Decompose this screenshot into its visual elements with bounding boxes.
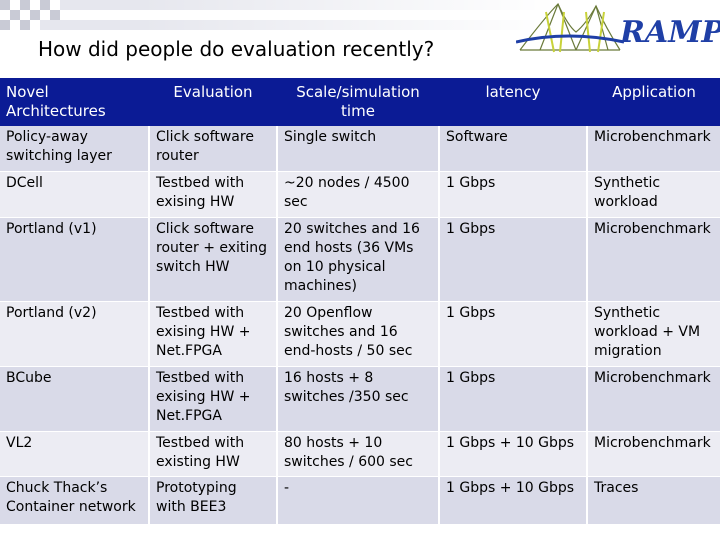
- table-row: BCube Testbed with exising HW + Net.FPGA…: [0, 366, 720, 432]
- cell-application: Synthetic workload + VM migration: [586, 301, 720, 367]
- cell-architecture: Portland (v2): [0, 301, 149, 367]
- slide-title: How did people do evaluation recently?: [38, 37, 435, 61]
- cell-application: Synthetic workload: [586, 171, 720, 218]
- cell-latency: 1 Gbps: [438, 171, 587, 218]
- cell-scale: 20 Openflow switches and 16 end-hosts / …: [276, 301, 439, 367]
- decorative-checker-band: [0, 0, 560, 40]
- table-row: Portland (v2) Testbed with exising HW + …: [0, 301, 720, 367]
- table-row: Policy-away switching layer Click softwa…: [0, 126, 720, 172]
- cell-latency: 1 Gbps: [438, 366, 587, 432]
- table-row: VL2 Testbed with existing HW 80 hosts + …: [0, 431, 720, 477]
- cell-evaluation: Click software router: [148, 126, 277, 172]
- cell-scale: -: [276, 476, 439, 525]
- ramp-logo-text: RAMP: [619, 15, 720, 50]
- header-scale-simulation-time: Scale/simulation time: [276, 78, 439, 126]
- evaluation-table: Novel Architectures Evaluation Scale/sim…: [0, 78, 720, 525]
- cell-application: Microbenchmark: [586, 366, 720, 432]
- table-row: Portland (v1) Click software router + ex…: [0, 217, 720, 302]
- header-novel-architectures: Novel Architectures: [6, 83, 106, 120]
- table-row: Chuck Thack’s Container network Prototyp…: [0, 476, 720, 525]
- cell-architecture: BCube: [0, 366, 149, 432]
- cell-application: Microbenchmark: [586, 217, 720, 302]
- cell-scale: Single switch: [276, 126, 439, 172]
- cell-architecture: VL2: [0, 431, 149, 477]
- cell-architecture: Portland (v1): [0, 217, 149, 302]
- cell-scale: 20 switches and 16 end hosts (36 VMs on …: [276, 217, 439, 302]
- cell-latency: 1 Gbps + 10 Gbps: [438, 431, 587, 477]
- cell-scale: ~20 nodes / 4500 sec: [276, 171, 439, 218]
- cell-evaluation: Testbed with existing HW: [148, 431, 277, 477]
- cell-latency: Software: [438, 126, 587, 172]
- cell-evaluation: Click software router + exiting switch H…: [148, 217, 277, 302]
- header-evaluation: Evaluation: [148, 78, 277, 126]
- cell-application: Microbenchmark: [586, 431, 720, 477]
- cell-evaluation: Testbed with exising HW + Net.FPGA: [148, 301, 277, 367]
- cell-scale: 80 hosts + 10 switches / 600 sec: [276, 431, 439, 477]
- cell-scale: 16 hosts + 8 switches /350 sec: [276, 366, 439, 432]
- cell-evaluation: Testbed with exising HW: [148, 171, 277, 218]
- table-row: DCell Testbed with exising HW ~20 nodes …: [0, 171, 720, 218]
- cell-architecture: DCell: [0, 171, 149, 218]
- cell-latency: 1 Gbps + 10 Gbps: [438, 476, 587, 525]
- cell-application: Microbenchmark: [586, 126, 720, 172]
- header-application: Application: [586, 78, 720, 126]
- header-latency: latency: [438, 78, 587, 126]
- table-header-row: Novel Architectures Evaluation Scale/sim…: [0, 78, 720, 126]
- cell-evaluation: Testbed with exising HW + Net.FPGA: [148, 366, 277, 432]
- cell-architecture: Chuck Thack’s Container network: [0, 476, 149, 525]
- cell-evaluation: Prototyping with BEE3: [148, 476, 277, 525]
- cell-application: Traces: [586, 476, 720, 525]
- cell-latency: 1 Gbps: [438, 301, 587, 367]
- ramp-logo: RAMP: [516, 2, 720, 53]
- cell-latency: 1 Gbps: [438, 217, 587, 302]
- cell-architecture: Policy-away switching layer: [0, 126, 149, 172]
